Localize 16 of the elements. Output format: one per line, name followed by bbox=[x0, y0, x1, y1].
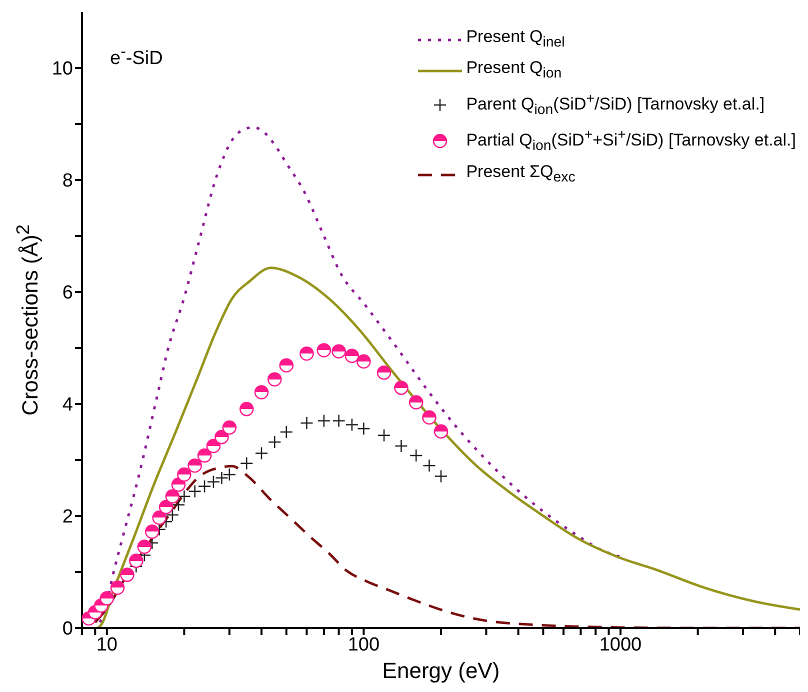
x-tick-label: 1000 bbox=[599, 634, 642, 656]
legend-label: Present Q$_{ion}$ bbox=[466, 57, 562, 84]
annotation: e$^{-}$-SiD bbox=[110, 44, 163, 70]
x-tick-label: 100 bbox=[348, 634, 380, 656]
y-tick-label: 4 bbox=[62, 394, 74, 416]
legend-label: Present Q$_{inel}$ bbox=[466, 26, 565, 52]
legend-label: Parent Q$_{ion}$(SiD$^{+}$/SiD) [Tarnovsky et.al.] bbox=[466, 90, 765, 120]
legend-label: Partial Q$_{ion}$(SiD$^{+}$+Si$^{+}$/SiD) [Tarnovsky et.al.] bbox=[466, 126, 796, 156]
y-tick-label: 10 bbox=[52, 58, 73, 80]
legend-label: Present ΣQ$_{exc}$ bbox=[466, 160, 576, 188]
y-tick-label: 8 bbox=[62, 170, 73, 192]
y-tick-label: 6 bbox=[62, 282, 73, 304]
y-tick-label: 0 bbox=[62, 618, 73, 640]
x-tick-label: 10 bbox=[96, 634, 118, 656]
x-axis-title: Energy (eV) bbox=[382, 658, 500, 683]
y-tick-label: 2 bbox=[62, 506, 73, 528]
